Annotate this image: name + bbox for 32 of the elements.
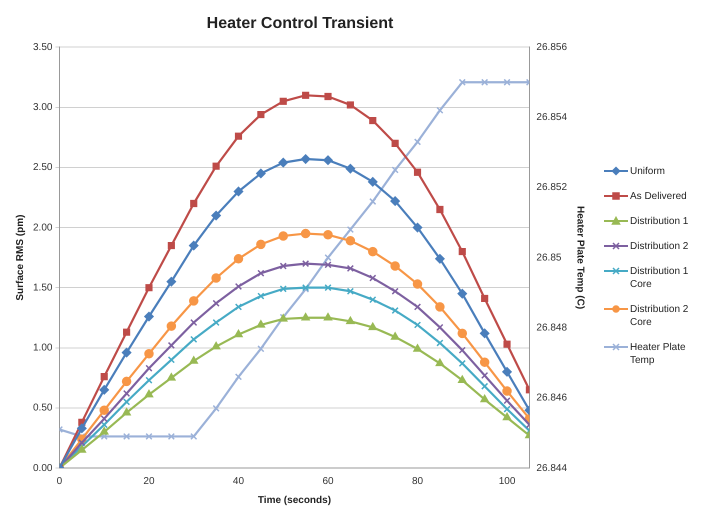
y-tick-label: 0.50 (32, 402, 53, 414)
y-tick-label: 1.00 (32, 342, 53, 354)
legend-label: Distribution 2 (630, 240, 688, 253)
y-tick-label: 1.50 (32, 282, 53, 294)
y2-tick-label: 26.848 (536, 322, 568, 334)
legend-label: As Delivered (630, 190, 687, 203)
y-tick-label: 0.00 (32, 462, 53, 474)
legend-label: Uniform (630, 165, 666, 178)
y-tick-label: 2.00 (32, 222, 53, 234)
y2-tick-label: 26.856 (536, 42, 568, 53)
y2-tick-label: 26.852 (536, 182, 568, 194)
y2-tick-label: 26.854 (536, 112, 568, 124)
x-tick-label: 40 (232, 476, 244, 487)
x-tick-label: 0 (56, 476, 63, 487)
y-axis-title: Surface RMS (pm) (14, 214, 26, 301)
x-tick-label: 80 (412, 476, 424, 487)
legend-label: Distribution 1 Core (630, 265, 690, 291)
y-tick-label: 2.50 (32, 162, 53, 174)
chart-title: Heater Control Transient (206, 15, 394, 32)
y2-tick-label: 26.846 (536, 392, 568, 404)
legend-label: Heater Plate Temp (630, 341, 687, 367)
y2-axis-title: Heater Plate Temp (C) (574, 206, 586, 310)
x-tick-label: 100 (498, 476, 516, 487)
legend-label: Distribution 2 Core (630, 303, 690, 329)
x-tick-label: 20 (143, 476, 155, 487)
y2-tick-label: 26.844 (536, 462, 568, 474)
y-tick-label: 3.00 (32, 102, 53, 114)
legend-label: Distribution 1 (630, 215, 688, 228)
y2-tick-label: 26.85 (536, 252, 562, 264)
y-tick-label: 3.50 (32, 42, 53, 53)
x-axis-title: Time (seconds) (258, 494, 332, 506)
x-tick-label: 60 (322, 476, 334, 487)
